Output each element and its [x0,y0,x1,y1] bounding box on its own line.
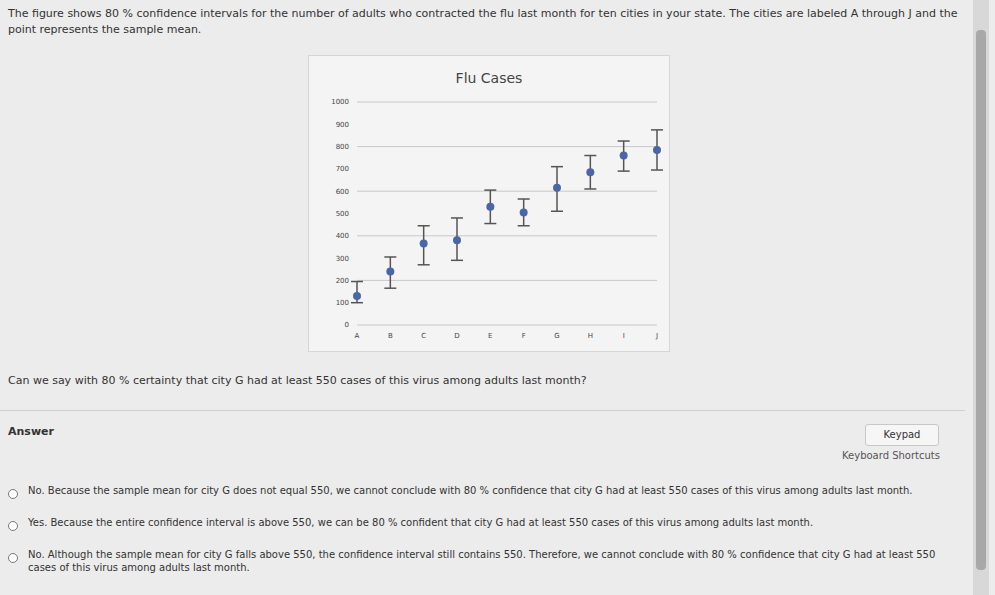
svg-text:C: C [421,332,426,340]
svg-text:400: 400 [336,232,349,240]
svg-text:500: 500 [336,210,349,218]
svg-text:D: D [454,332,459,340]
svg-text:300: 300 [336,255,349,263]
svg-text:100: 100 [336,299,349,307]
html-text:Flu Cases: Flu Cases [455,70,523,86]
svg-text:600: 600 [336,188,349,196]
svg-text:1000: 1000 [331,98,349,106]
html-text:The figure shows 80 % confiden: The figure shows 80 % confidence interva… [8,7,958,36]
svg-text:A: A [355,332,360,340]
svg-text:I: I [623,332,625,340]
svg-text:J: J [655,332,658,340]
svg-text:700: 700 [336,165,349,173]
svg-text:F: F [522,332,526,340]
html-text:No. Because the sample mean fo: No. Because the sample mean for city G d… [28,485,913,496]
html-text:Yes. Because the entire confid: Yes. Because the entire confidence inter… [28,517,814,528]
html-text:Can we say with 80 % certainty: Can we say with 80 % certainty that city… [8,374,587,387]
html-text:Keypad: Keypad [883,429,921,440]
svg-text:900: 900 [336,121,349,129]
svg-text:E: E [488,332,492,340]
html-text:Answer: Answer [8,425,54,438]
html-text:Keyboard Shortcuts: Keyboard Shortcuts [842,450,940,461]
svg-text:800: 800 [336,143,349,151]
svg-text:G: G [554,332,559,340]
svg-text:B: B [388,332,393,340]
html-text:No. Although the sample mean f: No. Although the sample mean for city G … [28,549,936,573]
svg-text:H: H [588,332,593,340]
svg-text:200: 200 [336,277,349,285]
svg-text:0: 0 [345,321,349,329]
